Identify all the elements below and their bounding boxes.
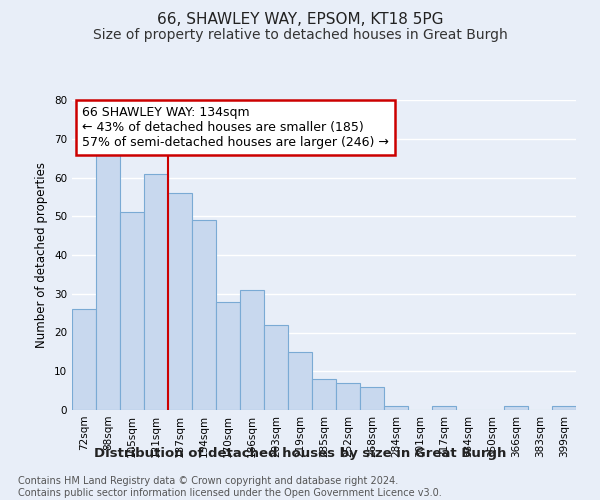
Bar xyxy=(216,302,240,410)
Bar xyxy=(432,406,456,410)
Bar xyxy=(96,154,120,410)
Bar xyxy=(192,220,216,410)
Bar xyxy=(336,383,360,410)
Bar xyxy=(240,290,264,410)
Text: Size of property relative to detached houses in Great Burgh: Size of property relative to detached ho… xyxy=(92,28,508,42)
Bar xyxy=(384,406,408,410)
Text: Distribution of detached houses by size in Great Burgh: Distribution of detached houses by size … xyxy=(94,448,506,460)
Bar xyxy=(504,406,528,410)
Bar xyxy=(120,212,144,410)
Bar xyxy=(168,193,192,410)
Text: 66 SHAWLEY WAY: 134sqm
← 43% of detached houses are smaller (185)
57% of semi-de: 66 SHAWLEY WAY: 134sqm ← 43% of detached… xyxy=(82,106,389,149)
Bar xyxy=(312,379,336,410)
Y-axis label: Number of detached properties: Number of detached properties xyxy=(35,162,49,348)
Text: 66, SHAWLEY WAY, EPSOM, KT18 5PG: 66, SHAWLEY WAY, EPSOM, KT18 5PG xyxy=(157,12,443,28)
Bar xyxy=(72,309,96,410)
Bar xyxy=(288,352,312,410)
Bar xyxy=(144,174,168,410)
Bar xyxy=(264,325,288,410)
Bar xyxy=(360,387,384,410)
Text: Contains HM Land Registry data © Crown copyright and database right 2024.
Contai: Contains HM Land Registry data © Crown c… xyxy=(18,476,442,498)
Bar xyxy=(552,406,576,410)
